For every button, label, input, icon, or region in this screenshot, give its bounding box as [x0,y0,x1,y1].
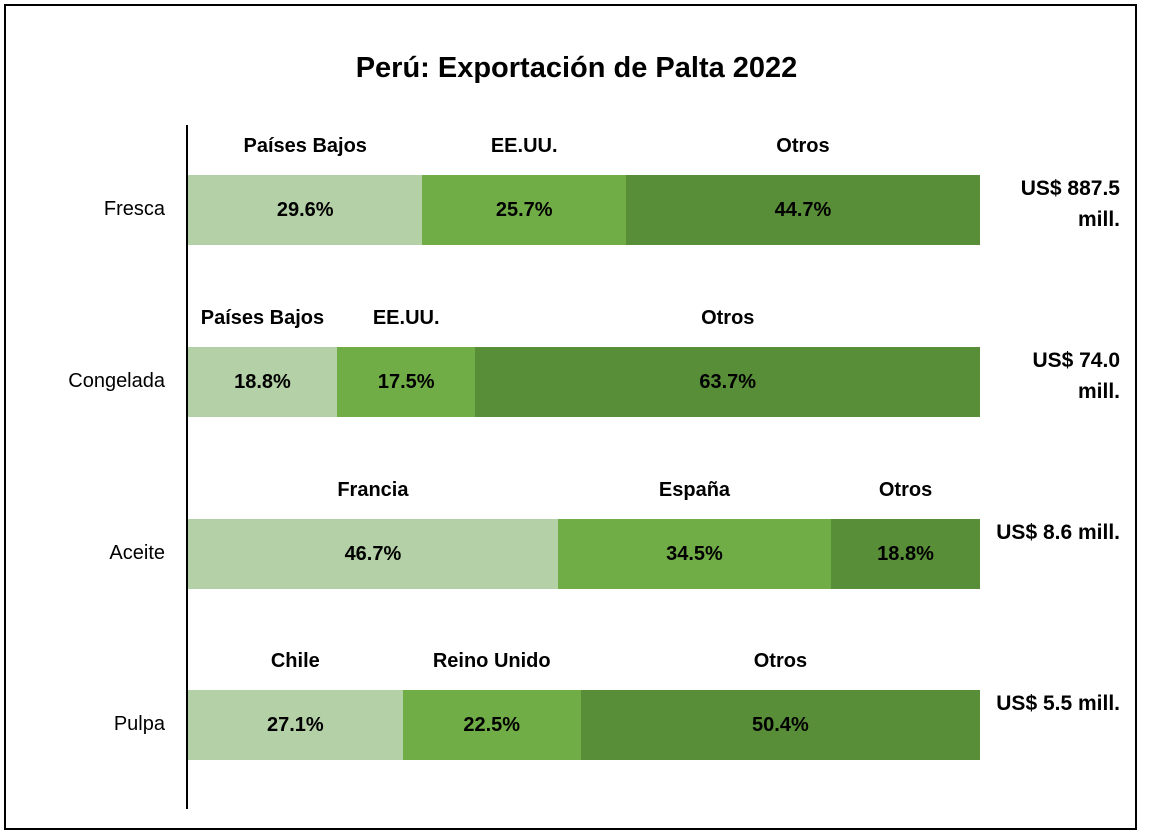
bar-segment: 44.7% [625,175,980,245]
segment-label: Francia [337,479,409,501]
segment-label: Reino Unido [432,650,551,672]
value-label: 25.7% [495,198,553,221]
bar-segment: 17.5% [336,347,476,417]
total-label: US$ 887.5 mill. [1020,177,1120,231]
segment-label: Otros [701,307,755,329]
bar-segment: 63.7% [475,347,980,417]
segment-label: Otros [776,135,830,157]
bar-segment: 29.6% [188,175,423,245]
segment-label: Otros [878,479,933,501]
value-label: 18.8% [877,542,934,565]
bar-segment: 46.7% [188,519,558,589]
bar-segment: 50.4% [580,690,980,760]
bar-segment: 22.5% [402,690,581,760]
segment-label: EE.UU. [372,307,440,329]
value-label: 27.1% [266,713,324,736]
segment-label: Países Bajos [243,135,367,157]
segment-label: Chile [270,650,320,672]
bar-segment: 27.1% [188,690,403,760]
value-label: 44.7% [774,198,832,221]
bar-segment: 18.8% [188,347,337,417]
value-label: 63.7% [699,370,757,393]
segment-label: EE.UU. [490,135,558,157]
bar-segment: 18.8% [831,519,980,589]
category-label: Fresca [103,198,165,220]
segment-label: Otros [753,650,808,672]
segment-label: España [658,479,731,501]
bar-segment: 34.5% [557,519,832,589]
value-label: 29.6% [276,198,334,221]
category-axis [186,125,188,809]
total-label: US$ 5.5 mill. [996,692,1120,715]
value-label: 50.4% [752,713,809,736]
bar-segment: 25.7% [422,175,626,245]
value-label: 18.8% [234,370,291,393]
category-label: Aceite [109,542,165,564]
value-label: 22.5% [463,713,521,736]
frame [4,4,1137,830]
total-label: US$ 74.0 mill. [1032,349,1120,403]
category-label: Pulpa [113,713,165,735]
value-label: 17.5% [377,370,435,393]
value-label: 46.7% [344,542,402,565]
segment-label: Países Bajos [200,307,325,329]
category-label: Congelada [68,370,165,392]
chart-title: Perú: Exportación de Palta 2022 [355,52,798,84]
total-label: US$ 8.6 mill. [996,521,1120,544]
value-label: 34.5% [666,542,723,565]
